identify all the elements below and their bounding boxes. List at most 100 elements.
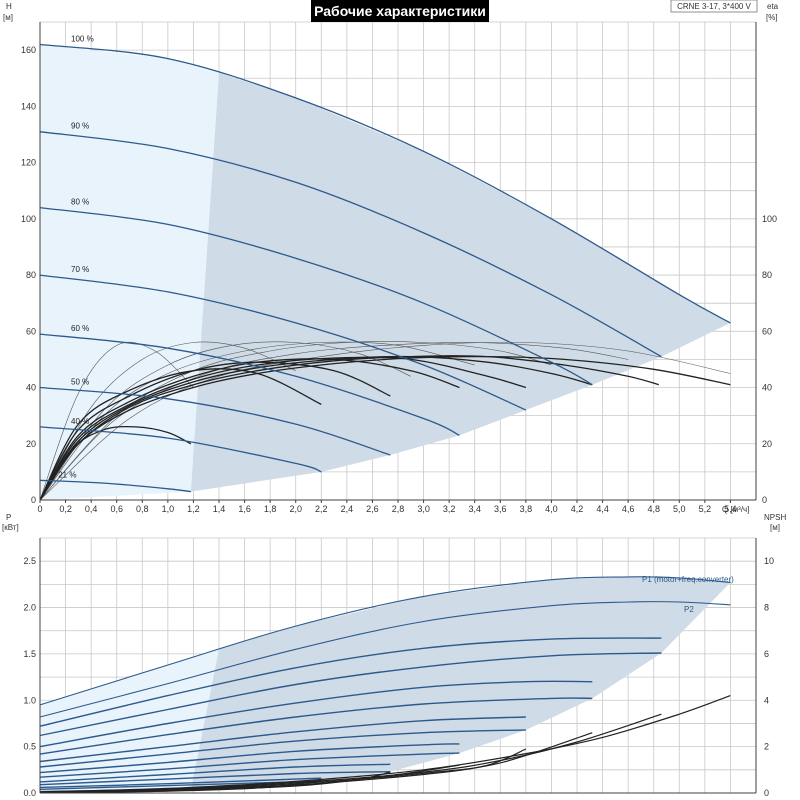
x-tick-label: 3,8 bbox=[520, 504, 533, 514]
npsh-tick-label: 10 bbox=[764, 556, 774, 566]
eta-tick-label: 0 bbox=[762, 495, 767, 505]
head-curve-90 bbox=[39, 131, 662, 358]
head-curve-21 bbox=[39, 479, 191, 493]
head-axis-title: H bbox=[6, 2, 12, 11]
head-zone-light bbox=[40, 44, 219, 501]
head-zone-dark bbox=[190, 72, 731, 492]
eta-axis-title: eta bbox=[767, 2, 779, 11]
head-curve-70 bbox=[39, 274, 527, 411]
x-tick-label: 4,6 bbox=[622, 504, 635, 514]
npsh-tick-label: 4 bbox=[764, 695, 769, 705]
power-curve-9 bbox=[39, 752, 460, 778]
efficiency-max-curve-5 bbox=[39, 342, 629, 501]
p2-label: P2 bbox=[684, 605, 694, 614]
model-label: CRNE 3-17, 3*400 V bbox=[677, 2, 751, 11]
efficiency-curve-1 bbox=[39, 355, 659, 501]
speed-label-40: 40 % bbox=[71, 417, 89, 426]
x-tick-label: 4,4 bbox=[596, 504, 609, 514]
npsh-curve-6 bbox=[39, 779, 322, 794]
power-y-tick-label: 1.0 bbox=[23, 695, 36, 705]
power-y-tick-label: 1.5 bbox=[23, 649, 36, 659]
power-curve-6 bbox=[39, 716, 526, 763]
speed-label-100: 100 % bbox=[71, 34, 94, 43]
efficiency-curve-6 bbox=[39, 368, 322, 501]
head-y-tick-label: 160 bbox=[21, 45, 36, 55]
head-y-tick-label: 120 bbox=[21, 158, 36, 168]
power-axis-title: P bbox=[6, 513, 11, 522]
power-curve-10 bbox=[39, 763, 391, 783]
chart-title-box bbox=[311, 0, 489, 22]
x-tick-label: 2,8 bbox=[392, 504, 405, 514]
eta-tick-label: 80 bbox=[762, 270, 772, 280]
npsh-tick-label: 0 bbox=[764, 788, 769, 798]
power-curve-3 bbox=[39, 652, 662, 737]
x-tick-label: 3,2 bbox=[443, 504, 456, 514]
x-tick-label: 0,4 bbox=[85, 504, 98, 514]
x-tick-label: 2,6 bbox=[366, 504, 379, 514]
label-layer: 100 % 90 % 80 % 70 % 60 % 50 % 40 % 21 % P1 (mot… bbox=[2, 2, 786, 798]
x-tick-label: 0,8 bbox=[136, 504, 149, 514]
x-tick-label: 4,8 bbox=[647, 504, 660, 514]
power-curve-2 bbox=[39, 637, 662, 727]
head-curve-60 bbox=[39, 333, 460, 436]
power-curve-5 bbox=[39, 697, 593, 755]
x-tick-label: 1,8 bbox=[264, 504, 277, 514]
efficiency-curve-0 bbox=[39, 355, 731, 501]
npsh-axis-unit: [м] bbox=[770, 523, 780, 532]
head-axis-unit: [м] bbox=[3, 13, 13, 22]
efficiency-curve-4 bbox=[39, 358, 460, 501]
head-curve-40 bbox=[39, 426, 322, 473]
efficiency-max-curve-6 bbox=[39, 341, 731, 501]
efficiency-max-curve-1 bbox=[39, 341, 296, 501]
axis-layer bbox=[39, 22, 757, 794]
x-tick-label: 4,0 bbox=[545, 504, 558, 514]
efficiency-curve-3 bbox=[39, 356, 527, 501]
power-curve-0 bbox=[39, 576, 731, 706]
efficiency-max-curve-0 bbox=[39, 341, 194, 501]
efficiency-max-curve-4 bbox=[39, 341, 552, 501]
npsh-tick-label: 8 bbox=[764, 603, 769, 613]
curve-layer bbox=[39, 43, 731, 794]
x-tick-label: 3,6 bbox=[494, 504, 507, 514]
eta-tick-label: 100 bbox=[762, 214, 777, 224]
head-y-tick-label: 80 bbox=[26, 270, 36, 280]
power-axis-unit: [кВт] bbox=[2, 523, 19, 532]
head-y-tick-label: 0 bbox=[31, 495, 36, 505]
npsh-tick-label: 6 bbox=[764, 649, 769, 659]
power-y-tick-label: 0.5 bbox=[23, 742, 36, 752]
efficiency-max-curve-2 bbox=[39, 341, 411, 501]
speed-label-50: 50 % bbox=[71, 378, 89, 387]
x-tick-label: 5,4 bbox=[724, 504, 737, 514]
x-tick-label: 3,4 bbox=[468, 504, 481, 514]
x-axis-title: Q [м³/ч] bbox=[722, 505, 749, 514]
x-tick-label: 0 bbox=[37, 504, 42, 514]
eta-tick-label: 20 bbox=[762, 439, 772, 449]
speed-label-90: 90 % bbox=[71, 122, 89, 131]
x-tick-label: 1,6 bbox=[238, 504, 251, 514]
efficiency-curve-7 bbox=[39, 425, 192, 501]
power-zone-dark bbox=[190, 576, 731, 790]
p1-label: P1 (motor+freq.converter) bbox=[642, 575, 734, 584]
x-tick-label: 1,0 bbox=[162, 504, 175, 514]
power-curve-4 bbox=[39, 680, 593, 748]
speed-label-80: 80 % bbox=[71, 198, 89, 207]
x-tick-label: 2,2 bbox=[315, 504, 328, 514]
x-tick-label: 0,6 bbox=[110, 504, 123, 514]
power-curve-11 bbox=[39, 771, 391, 786]
efficiency-curve-2 bbox=[39, 355, 593, 501]
model-label-box bbox=[670, 0, 758, 13]
power-curve-7 bbox=[39, 729, 526, 768]
power-curve-12 bbox=[39, 777, 322, 789]
x-tick-label: 0,2 bbox=[59, 504, 72, 514]
head-y-tick-label: 140 bbox=[21, 101, 36, 111]
head-curve-80 bbox=[39, 206, 593, 386]
head-y-tick-label: 20 bbox=[26, 439, 36, 449]
head-y-tick-label: 40 bbox=[26, 383, 36, 393]
x-tick-label: 2,4 bbox=[341, 504, 354, 514]
speed-label-60: 60 % bbox=[71, 324, 89, 333]
x-tick-label: 1,4 bbox=[213, 504, 226, 514]
eta-tick-label: 60 bbox=[762, 326, 772, 336]
power-curve-1 bbox=[39, 601, 731, 718]
speed-label-21: 21 % bbox=[58, 470, 76, 479]
power-y-tick-label: 0.0 bbox=[23, 788, 36, 798]
